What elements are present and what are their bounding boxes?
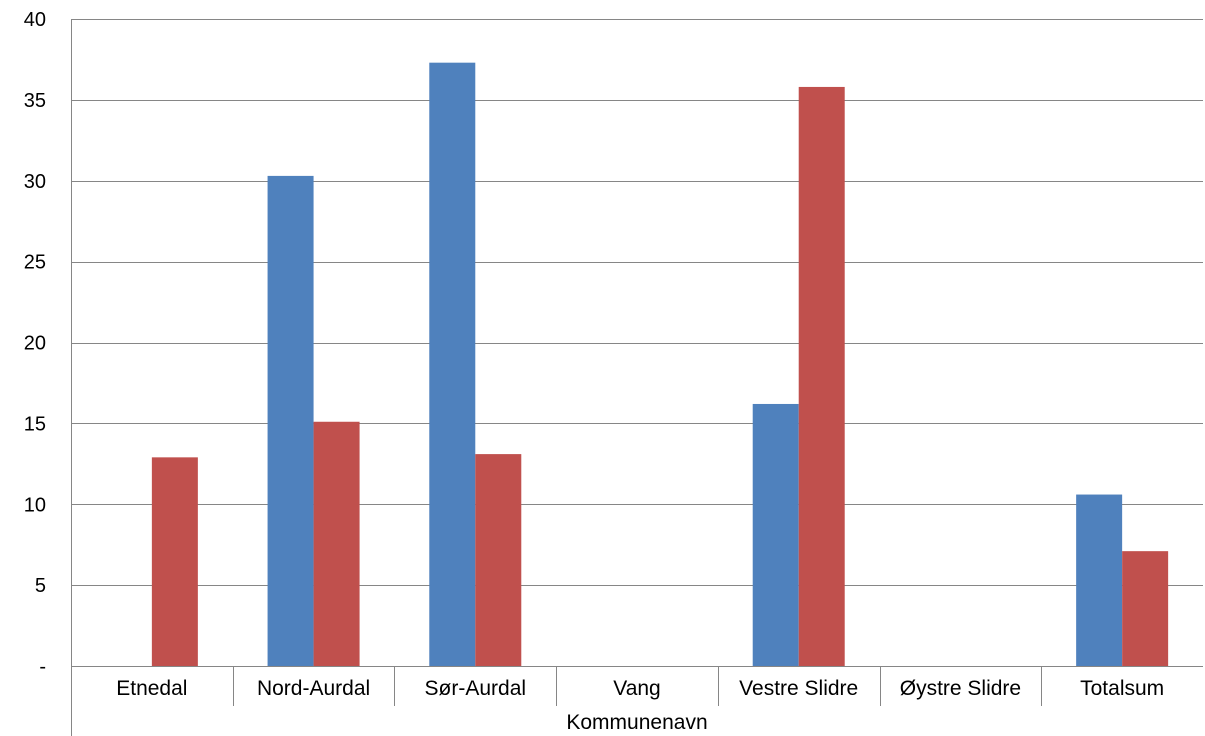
category-label: Sør-Aurdal	[425, 677, 527, 700]
bar-series-2-nord-aurdal	[313, 421, 360, 666]
bar-series-1-totalsum	[1076, 494, 1123, 666]
bar-series-1-nord-aurdal	[267, 175, 314, 666]
axes	[71, 19, 1203, 736]
y-tick-label: 15	[24, 413, 46, 435]
y-tick-label: 5	[35, 575, 46, 597]
category-label: Vang	[613, 677, 661, 700]
y-tick-label: 30	[24, 171, 46, 193]
bar-series-1-vestre-slidre	[752, 403, 799, 666]
y-tick-label: 25	[24, 252, 46, 274]
bar-series-2-s-r-aurdal	[475, 454, 522, 666]
bar-series-2-vestre-slidre	[798, 86, 845, 666]
y-tick-label: -	[39, 656, 46, 678]
y-tick-label: 35	[24, 90, 46, 112]
y-tick-label: 20	[24, 333, 46, 355]
y-tick-label: 40	[24, 9, 46, 31]
bar-series-2-totalsum	[1122, 551, 1169, 666]
bar-series-1-s-r-aurdal	[429, 62, 476, 667]
category-label: Totalsum	[1080, 677, 1164, 700]
x-axis-category-labels: Etnedal Nord-Aurdal Sør-Aurdal Vang Vestre S…	[116, 677, 1164, 700]
y-tick-label: 10	[24, 494, 46, 516]
x-axis-title: Kommunenavn	[566, 711, 707, 734]
bars	[151, 62, 1169, 667]
category-label: Nord-Aurdal	[257, 677, 370, 700]
gridlines	[71, 19, 1203, 586]
bar-series-2-etnedal	[151, 457, 198, 666]
category-label: Etnedal	[116, 677, 187, 700]
category-label: Vestre Slidre	[739, 677, 858, 700]
y-axis-tick-labels: - 5 10 15 20 25 30 35 40	[24, 9, 46, 678]
category-label: Øystre Slidre	[900, 677, 1021, 700]
